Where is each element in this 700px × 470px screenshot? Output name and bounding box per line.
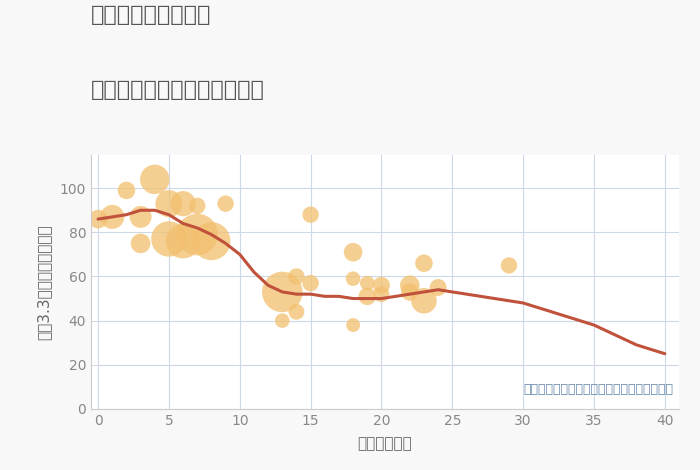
Y-axis label: 坪（3.3㎡）単価（万円）: 坪（3.3㎡）単価（万円）: [36, 224, 51, 340]
Point: [92, 215, 104, 223]
Point: [135, 240, 146, 247]
Point: [376, 290, 387, 298]
Point: [220, 200, 231, 207]
Point: [178, 237, 189, 245]
Point: [419, 297, 430, 305]
Point: [106, 213, 118, 220]
Point: [305, 211, 316, 219]
Point: [347, 321, 358, 329]
Point: [149, 176, 160, 183]
Point: [163, 235, 174, 243]
Point: [163, 200, 174, 207]
Point: [290, 273, 302, 280]
Point: [433, 284, 444, 291]
Point: [305, 279, 316, 287]
Point: [347, 275, 358, 282]
Text: 円の大きさは、取引のあった物件面積を示す: 円の大きさは、取引のあった物件面積を示す: [523, 383, 673, 396]
Point: [376, 282, 387, 289]
Text: 三重県桑名市小貝須: 三重県桑名市小貝須: [91, 5, 211, 25]
Point: [503, 262, 514, 269]
Point: [362, 293, 373, 300]
Point: [276, 288, 288, 296]
X-axis label: 築年数（年）: 築年数（年）: [358, 436, 412, 451]
Point: [178, 200, 189, 207]
Point: [404, 282, 415, 289]
Point: [135, 213, 146, 220]
Point: [192, 231, 203, 238]
Point: [404, 288, 415, 296]
Point: [206, 237, 217, 245]
Point: [347, 249, 358, 256]
Point: [290, 308, 302, 315]
Point: [362, 279, 373, 287]
Text: 築年数別中古マンション価格: 築年数別中古マンション価格: [91, 80, 265, 100]
Point: [121, 187, 132, 194]
Point: [419, 259, 430, 267]
Point: [192, 202, 203, 210]
Point: [276, 317, 288, 324]
